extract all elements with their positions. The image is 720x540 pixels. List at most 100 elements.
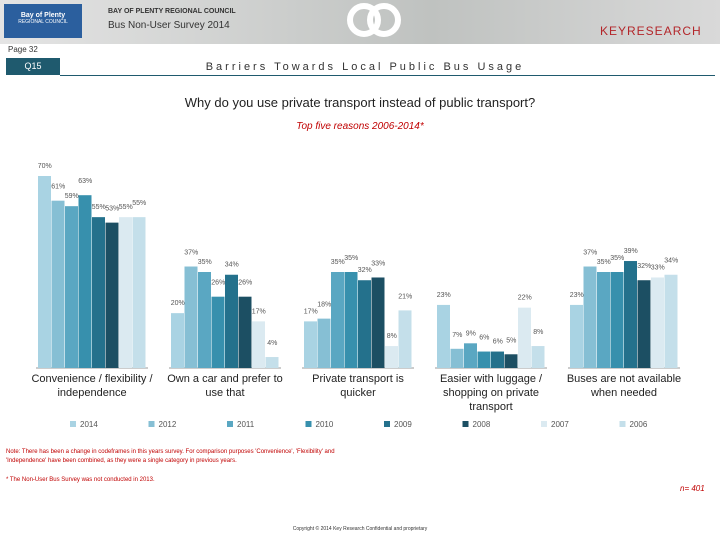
- bar: [105, 222, 119, 368]
- page-number: Page 32: [8, 45, 38, 54]
- bar: [518, 307, 531, 368]
- data-label: 32%: [358, 267, 372, 274]
- bar: [371, 277, 385, 368]
- logo: Bay of Plenty REGIONAL COUNCIL: [4, 4, 82, 38]
- bar: [317, 318, 331, 368]
- data-label: 21%: [398, 293, 412, 300]
- data-label: 18%: [317, 302, 331, 309]
- bar: [265, 357, 279, 368]
- data-label: 33%: [651, 264, 665, 271]
- data-label: 23%: [570, 292, 584, 299]
- category-label: Buses are not available when needed: [566, 373, 682, 399]
- bar: [624, 261, 637, 368]
- data-label: 32%: [637, 263, 651, 270]
- data-label: 37%: [184, 250, 198, 257]
- data-label: 9%: [466, 330, 476, 337]
- rule: [60, 75, 715, 76]
- legend-label: 2014: [80, 420, 98, 429]
- data-label: 23%: [437, 292, 451, 299]
- data-label: 6%: [479, 335, 489, 342]
- org: BAY OF PLENTY REGIONAL COUNCIL: [108, 8, 236, 15]
- legend-label: 2008: [473, 420, 491, 429]
- survey: Bus Non-User Survey 2014: [108, 20, 230, 31]
- legend-swatch: [384, 421, 390, 427]
- footnote: * The Non-User Bus Survey was not conduc…: [6, 477, 155, 483]
- data-label: 35%: [610, 255, 624, 262]
- bar: [92, 217, 105, 368]
- question: Q15: [6, 58, 60, 75]
- data-label: 7%: [452, 332, 462, 339]
- data-label: 17%: [304, 308, 318, 315]
- category-label: Private transport is quicker: [312, 373, 404, 399]
- note: Note: There has been a change in codefra…: [6, 449, 335, 464]
- bar: [331, 272, 344, 368]
- data-label: 39%: [624, 248, 638, 255]
- data-label: 22%: [518, 295, 532, 302]
- category-label: Easier with luggage / shopping on privat…: [439, 373, 543, 413]
- bar: [184, 266, 198, 368]
- bar: [225, 274, 238, 368]
- data-label: 35%: [331, 259, 345, 266]
- bar: [531, 346, 545, 368]
- legend-swatch: [70, 421, 76, 427]
- data-label: 34%: [664, 258, 678, 265]
- legend-swatch: [148, 421, 155, 427]
- copyright: Copyright © 2014 Key Research Confidenti…: [292, 526, 428, 532]
- section-title: Barriers Towards Local Public Bus Usage: [205, 61, 525, 73]
- data-label: 63%: [78, 178, 92, 185]
- bar: [477, 351, 491, 368]
- bar: [504, 354, 518, 368]
- data-label: 6%: [493, 339, 503, 346]
- rings: [347, 3, 401, 37]
- bar: [583, 266, 597, 368]
- logo-title: Bay of Plenty: [20, 12, 66, 19]
- data-label: 53%: [105, 206, 119, 213]
- data-label: 26%: [211, 280, 225, 287]
- data-label: 17%: [252, 308, 266, 315]
- bar: [119, 217, 132, 368]
- legend-label: 2010: [316, 420, 334, 429]
- chart-title: Why do you use private transport instead…: [184, 95, 536, 110]
- sample-size: n= 401: [680, 484, 705, 493]
- bar: [398, 310, 412, 368]
- data-label: 59%: [65, 193, 79, 200]
- data-label: 8%: [387, 333, 397, 340]
- bar: [464, 343, 477, 368]
- legend-swatch: [462, 421, 469, 427]
- bar: [570, 304, 583, 368]
- bar: [238, 296, 252, 368]
- bar: [637, 280, 651, 368]
- logo-subtitle: REGIONAL COUNCIL: [18, 19, 68, 25]
- data-label: 37%: [583, 250, 597, 257]
- data-label: 35%: [198, 259, 212, 266]
- legend-label: 2009: [394, 420, 412, 429]
- bar: [358, 280, 371, 368]
- data-label: 4%: [267, 340, 277, 347]
- bar: [132, 217, 146, 368]
- bar: [597, 272, 610, 368]
- chart-subtitle: Top five reasons 2006-2014*: [296, 121, 424, 132]
- data-label: 26%: [238, 280, 252, 287]
- data-label: 55%: [92, 204, 106, 211]
- bar: [171, 313, 184, 368]
- data-label: 35%: [344, 255, 358, 262]
- legend-swatch: [305, 421, 312, 427]
- bar: [610, 272, 624, 368]
- bar: [65, 206, 78, 368]
- category-label: Own a car and prefer to use that: [167, 373, 283, 399]
- bar: [450, 348, 464, 368]
- bar: [252, 321, 265, 368]
- bar: [437, 304, 450, 368]
- data-label: 55%: [119, 204, 133, 211]
- category-label: Convenience / flexibility / independence: [31, 373, 153, 399]
- chart: 70%61%59%63%55% 53% 55%55%20%37%35%26%34%2…: [36, 163, 680, 429]
- data-label: 20%: [171, 300, 185, 307]
- bar: [344, 272, 358, 368]
- data-label: 5%: [506, 337, 516, 344]
- bar: [78, 195, 92, 368]
- legend-label: 2006: [630, 420, 648, 429]
- legend-label: 2011: [237, 420, 255, 429]
- data-label: 70%: [38, 163, 52, 170]
- data-label: 34%: [225, 262, 239, 269]
